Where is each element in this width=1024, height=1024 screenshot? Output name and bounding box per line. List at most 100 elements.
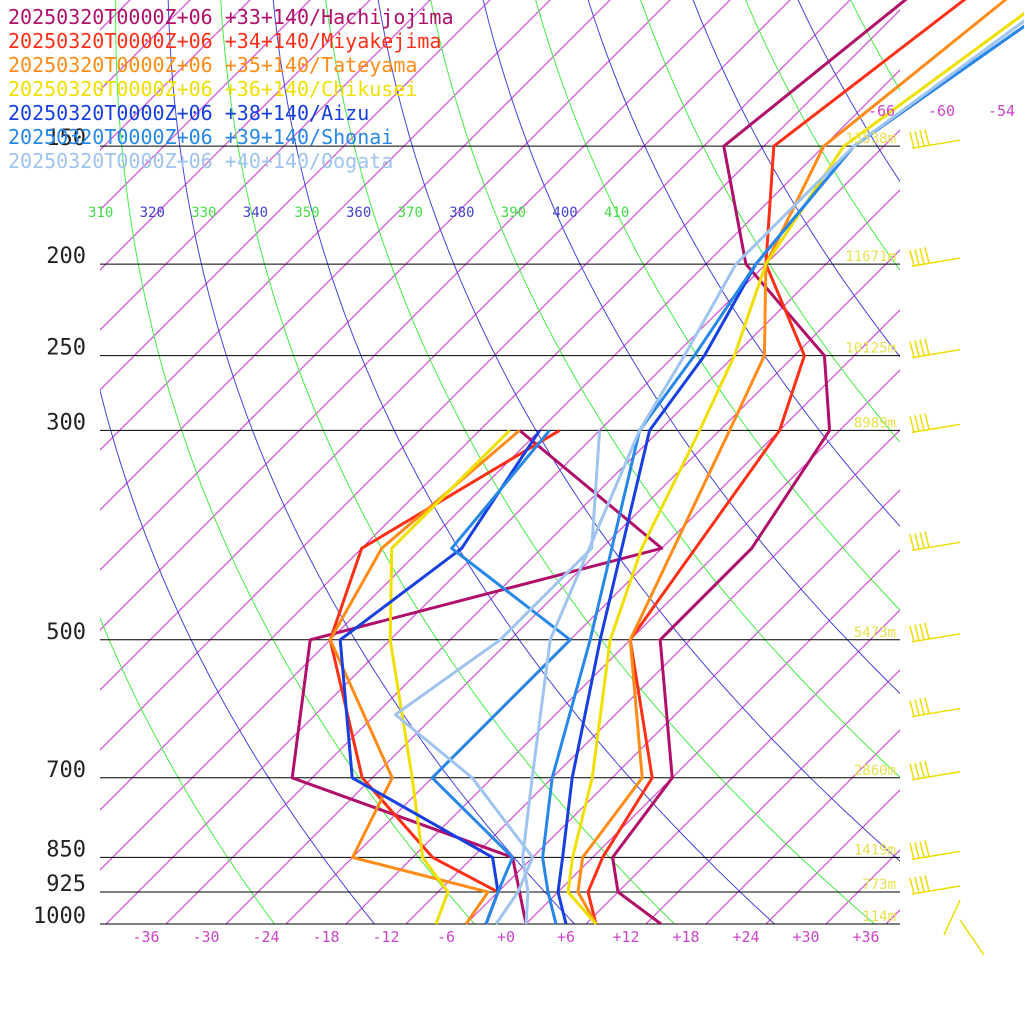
potential-temperature-line bbox=[115, 0, 475, 924]
wind-barb-feather bbox=[924, 413, 930, 430]
wind-barb-layer bbox=[909, 128, 985, 956]
wind-barb-feather bbox=[919, 532, 925, 549]
potential-temperature-line bbox=[325, 0, 875, 924]
temperature-tick-label: +18 bbox=[672, 928, 699, 946]
wind-barb-shaft bbox=[911, 885, 961, 895]
wind-barb-feather bbox=[924, 622, 930, 639]
wind-barb-feather bbox=[914, 248, 920, 266]
isotherm-line bbox=[585, 609, 900, 924]
isotherm-line bbox=[100, 69, 900, 871]
theta-label: 350 bbox=[294, 205, 319, 221]
wind-barb-feather bbox=[924, 531, 930, 548]
legend-entry: 20250320T0000Z+06 +34+140/Miyakejima bbox=[8, 29, 441, 53]
wind-barb bbox=[909, 531, 961, 552]
temperature-line bbox=[611, 0, 908, 926]
temperature-tick-label: +36 bbox=[852, 928, 879, 946]
isotherm-line bbox=[100, 0, 431, 331]
wind-barb-feather bbox=[914, 762, 920, 779]
height-label: 2860m bbox=[854, 763, 896, 779]
potential-temperature-line bbox=[272, 0, 775, 924]
wind-barb-shaft bbox=[911, 850, 961, 861]
temperature-tick-label: +30 bbox=[792, 928, 819, 946]
dewpoint-line bbox=[393, 430, 602, 925]
wind-barb bbox=[909, 413, 961, 434]
legend-entry: 20250320T0000Z+06 +40+140/Oogata bbox=[8, 149, 393, 173]
height-label: 8989m bbox=[854, 415, 896, 431]
temperature-line bbox=[576, 0, 1008, 925]
wind-barb-shaft bbox=[911, 771, 961, 781]
legend: 20250320T0000Z+06 +33+140/Hachijojima202… bbox=[8, 5, 454, 173]
theta-label: 370 bbox=[398, 205, 423, 221]
wind-barb-feather bbox=[924, 697, 930, 714]
wind-barb-feather bbox=[924, 246, 930, 264]
potential-temperature-line bbox=[430, 0, 900, 778]
theta-label: 410 bbox=[604, 205, 629, 221]
height-label: 10125m bbox=[845, 341, 896, 357]
wind-barb-feather bbox=[924, 760, 930, 777]
wind-barb-feather bbox=[914, 624, 920, 641]
pressure-tick-label: 200 bbox=[46, 244, 86, 269]
potential-temperature-line bbox=[482, 0, 900, 695]
potential-temperature-line bbox=[535, 0, 900, 611]
isotherm-line bbox=[100, 0, 791, 691]
wind-barb bbox=[909, 338, 961, 359]
wind-barb-surface bbox=[943, 899, 985, 956]
pressure-tick-label: 150 bbox=[46, 126, 86, 151]
wind-barb-feather bbox=[924, 874, 930, 892]
temperature-tick-label: -12 bbox=[372, 928, 399, 946]
temperature-tick-label: -24 bbox=[252, 928, 279, 946]
wind-barb-feather bbox=[909, 700, 915, 717]
wind-barb-shaft bbox=[911, 139, 961, 149]
wind-barb-feather bbox=[909, 534, 915, 551]
wind-barb-feather bbox=[919, 623, 925, 640]
pressure-tick-label: 1000 bbox=[33, 904, 86, 929]
wind-barb-feather bbox=[919, 129, 925, 147]
wind-barb-shaft bbox=[911, 707, 961, 718]
height-label: 11671m bbox=[845, 249, 896, 265]
label-layer: 100150200250300500700850925100016116m135… bbox=[33, 102, 1015, 946]
pressure-tick-label: 700 bbox=[46, 758, 86, 783]
theta-label: 340 bbox=[243, 205, 268, 221]
legend-entry: 20250320T0000Z+06 +38+140/Aizu bbox=[8, 101, 369, 125]
theta-label: 330 bbox=[191, 205, 216, 221]
potential-temperature-line bbox=[377, 0, 900, 862]
wind-barb-feather bbox=[924, 840, 930, 857]
temperature-tick-label: +6 bbox=[557, 928, 575, 946]
grid-layer bbox=[100, 0, 900, 924]
pressure-tick-label: 300 bbox=[46, 410, 86, 435]
height-label: 13538m bbox=[845, 131, 896, 147]
theta-label: 320 bbox=[140, 205, 165, 221]
wind-barb bbox=[909, 760, 961, 781]
temperature-tick-label: -18 bbox=[312, 928, 339, 946]
wind-barb-feather bbox=[919, 339, 925, 356]
potential-temperature-line bbox=[100, 616, 275, 924]
legend-entry: 20250320T0000Z+06 +36+140/Chikusei bbox=[8, 77, 417, 101]
wind-barb-feather bbox=[909, 249, 915, 267]
wind-barb-feather bbox=[919, 414, 925, 431]
wind-barb bbox=[909, 874, 961, 895]
temperature-line bbox=[521, 19, 1024, 925]
pressure-tick-label: 500 bbox=[46, 620, 86, 645]
isotherm-line bbox=[100, 0, 491, 391]
legend-entry: 20250320T0000Z+06 +39+140/Shonai bbox=[8, 125, 393, 149]
isotherm-line bbox=[100, 0, 671, 571]
wind-barb-feather bbox=[914, 340, 920, 357]
temperature-tick-label: +0 bbox=[497, 928, 515, 946]
wind-barb-feather bbox=[919, 247, 925, 265]
temperature-tick-label: -30 bbox=[192, 928, 219, 946]
isotherm-line bbox=[225, 249, 900, 924]
dewpoint-line bbox=[430, 429, 572, 925]
isotherm-line bbox=[405, 429, 900, 924]
wind-barb-feather bbox=[919, 841, 925, 858]
isotherm-line bbox=[345, 369, 900, 924]
wind-barb bbox=[909, 246, 961, 267]
legend-entry: 20250320T0000Z+06 +33+140/Hachijojima bbox=[8, 5, 454, 29]
temperature-line bbox=[566, 11, 1024, 925]
wind-barb-shaft bbox=[911, 257, 961, 267]
potential-temperature-line bbox=[100, 388, 375, 924]
upper-temperature-label: -60 bbox=[928, 102, 955, 120]
wind-barb-feather bbox=[924, 338, 930, 355]
wind-barb-feather bbox=[909, 877, 915, 895]
wind-barb bbox=[909, 622, 961, 643]
